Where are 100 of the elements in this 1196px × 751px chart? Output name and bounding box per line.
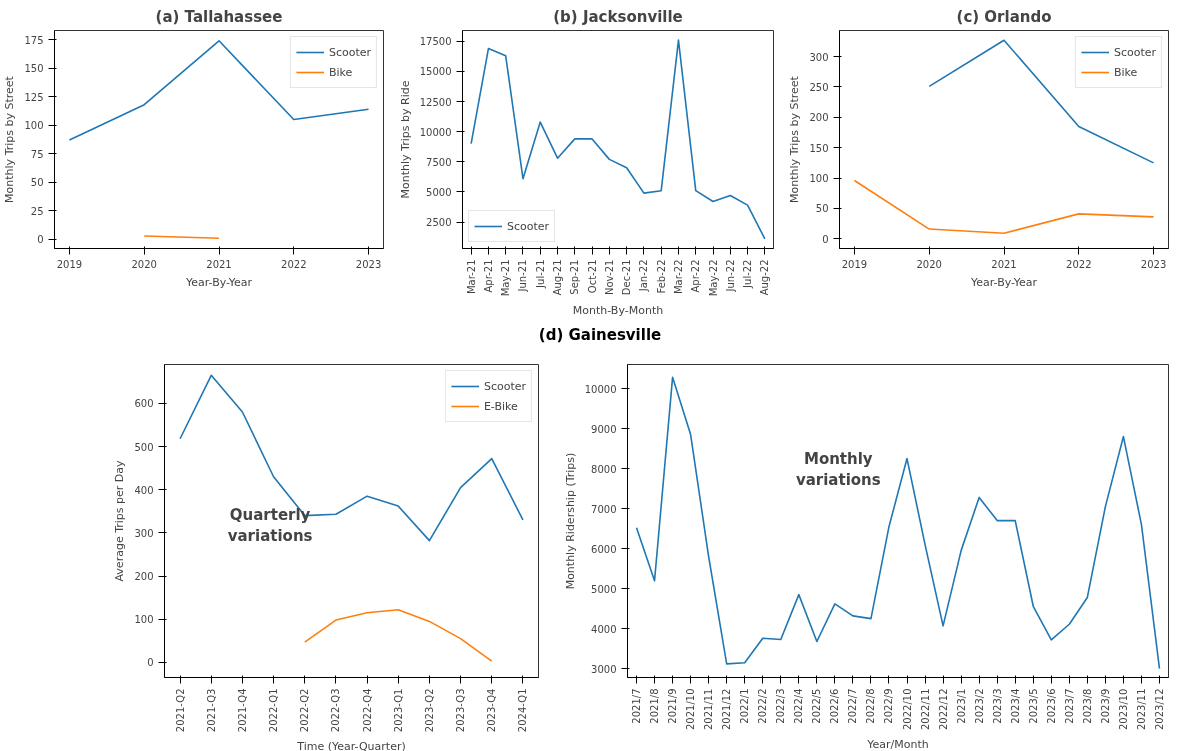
x-tick-label: Mar-22 [672,259,684,295]
y-axis-title: Monthly Trips by Ride [398,80,412,199]
line-series [179,374,524,542]
x-tick-label: Jul-21 [534,259,546,289]
x-tick-label: Oct-21 [586,259,598,294]
line-series [68,39,370,141]
y-tick-label: 200 [809,112,829,124]
x-tick-label: 2023 [355,258,382,270]
chart-title: (b) Jacksonville [553,7,683,26]
x-tick-label: 2020 [131,258,157,270]
x-tick-label: 2022-Q2 [299,688,311,733]
y-tick-label: 0 [37,234,44,246]
x-tick-label: Sep-21 [569,259,581,295]
y-tick-label: 50 [30,177,44,189]
y-tick-label: 75 [30,148,44,160]
x-tick-label: 2022-Q1 [268,688,280,733]
x-tick-label: 2022/7 [847,688,859,724]
line-series [853,179,1155,235]
y-tick-label: 0 [147,657,154,669]
y-tick-label: 4000 [591,623,617,635]
y-tick-label: 5000 [426,186,452,198]
y-tick-label: 50 [815,203,829,215]
x-axis-title: Year-By-Year [970,275,1038,289]
x-tick-label: Aug-21 [552,259,564,296]
x-tick-label: 2023-Q3 [455,688,467,733]
legend-label: Bike [1113,65,1138,79]
y-tick-label: 500 [134,441,154,453]
x-tick-label: 2021 [991,258,1017,270]
x-tick-label: Apr-21 [482,259,494,293]
x-tick-label: Feb-22 [655,259,667,294]
x-tick-label: 2022/2 [757,688,769,724]
x-tick-label: 2022/1 [739,688,751,724]
x-tick-label: 2023-Q4 [486,688,498,733]
y-tick-label: 150 [24,63,44,75]
x-tick-label: 2022/8 [865,688,877,724]
y-tick-label: 600 [134,398,154,410]
x-tick-label: 2023-Q2 [423,688,435,733]
x-tick-label: 2021/7 [631,688,643,724]
x-tick-label: 2023/5 [1027,688,1039,724]
x-tick-label: 2023/12 [1153,688,1165,731]
x-tick-label: 2022-Q4 [361,688,373,733]
x-tick-label: 2021 [206,258,232,270]
x-tick-label: 2022 [1066,258,1092,270]
y-axis-title: Average Trips per Day [113,459,127,582]
x-tick-label: 2023 [1140,258,1167,270]
x-tick-label: 2021/10 [685,688,697,731]
x-axis-title: Time (Year-Quarter) [296,740,406,751]
annotation: Monthly variations [795,449,881,490]
x-tick-label: Nov-21 [603,259,615,296]
x-axis-title: Year-By-Year [185,275,253,289]
y-tick-label: 9000 [591,423,617,435]
legend-label: Scooter [507,219,550,233]
x-tick-label: 2023/3 [991,688,1003,724]
x-tick-label: 2022/10 [901,688,913,731]
line-series [635,376,1161,670]
legend-label: Bike [328,65,353,79]
x-tick-label: 2023/6 [1045,688,1057,724]
x-tick-label: 2022/3 [775,688,787,724]
y-tick-label: 10000 [419,126,452,138]
y-tick-label: 100 [809,173,829,185]
x-tick-label: 2021/9 [667,688,679,724]
x-tick-label: 2023/2 [973,688,985,724]
legend-label: Scooter [483,379,526,393]
y-axis-title: Monthly Trips by Street [3,75,17,203]
x-tick-label: 2023/1 [955,688,967,724]
y-tick-label: 3000 [591,663,617,675]
x-tick-label: 2023/7 [1063,688,1075,724]
line-series [470,39,766,240]
y-tick-label: 12500 [419,96,452,108]
y-tick-label: 0 [822,233,829,245]
x-tick-label: 2023/10 [1117,688,1129,731]
chart-title: (c) Orlando [956,7,1052,26]
annotation: Quarterly variations [227,505,313,546]
x-tick-label: Jun-22 [724,259,736,293]
x-tick-label: 2022/6 [829,688,841,724]
x-tick-label: 2021-Q2 [174,688,186,733]
y-tick-label: 7000 [591,503,617,515]
x-tick-label: 2021/8 [649,688,661,724]
line-series [928,39,1155,164]
y-tick-label: 8000 [591,463,617,475]
x-tick-label: 2022-Q3 [330,688,342,733]
x-tick-label: 2021-Q3 [205,688,217,733]
text: (d) Gainesville [538,325,662,346]
y-tick-label: 100 [134,614,154,626]
y-axis-title: Monthly Trips by Street [788,75,802,203]
x-axis-title: Month-By-Month [572,304,664,318]
x-axis-title: Year/Month [866,738,929,751]
x-tick-label: 2019 [841,258,868,270]
y-tick-label: 100 [24,120,44,132]
x-tick-label: 2022/5 [811,688,823,724]
x-tick-label: 2021/11 [703,688,715,731]
x-tick-label: 2023/8 [1081,688,1093,724]
y-tick-label: 125 [24,91,44,103]
legend-label: Scooter [1113,45,1156,59]
y-tick-label: 25 [30,205,44,217]
legend-label: Scooter [328,45,371,59]
x-tick-label: 2023/4 [1009,688,1021,724]
y-tick-label: 15000 [419,66,452,78]
x-tick-label: May-22 [707,259,719,297]
y-tick-label: 400 [134,484,154,496]
